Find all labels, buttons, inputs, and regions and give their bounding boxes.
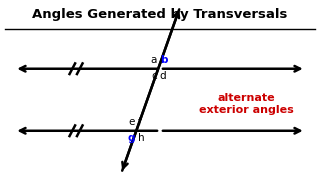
Text: c: c bbox=[151, 71, 157, 81]
Text: d: d bbox=[160, 71, 166, 81]
Text: alternate
exterior angles: alternate exterior angles bbox=[199, 93, 294, 115]
Text: h: h bbox=[138, 133, 144, 143]
Text: g: g bbox=[127, 133, 135, 143]
Text: e: e bbox=[128, 117, 135, 127]
Text: a: a bbox=[150, 55, 157, 65]
Text: f: f bbox=[138, 117, 141, 127]
Text: Angles Generated by Transversals: Angles Generated by Transversals bbox=[32, 8, 288, 21]
Text: b: b bbox=[160, 55, 167, 65]
